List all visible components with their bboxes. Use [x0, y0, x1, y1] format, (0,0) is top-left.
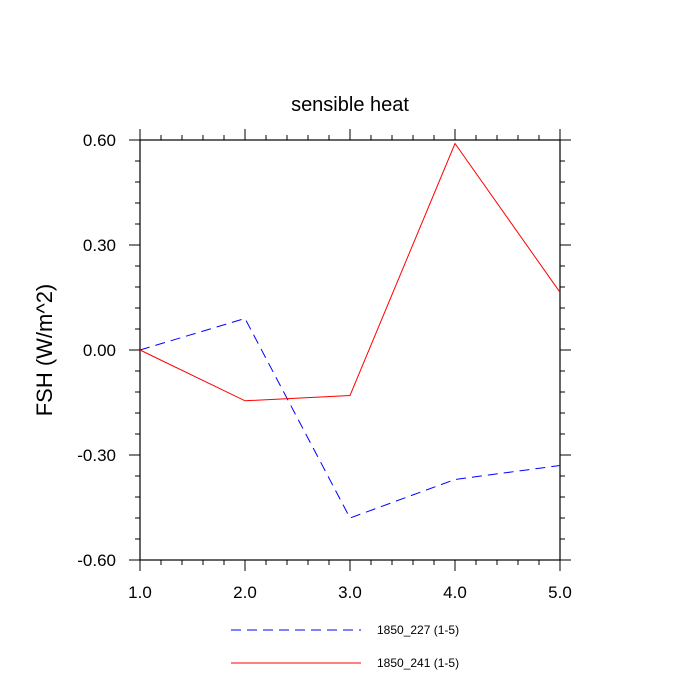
axis-ticks [129, 129, 571, 571]
x-tick-label: 5.0 [548, 583, 572, 602]
y-tick-label: -0.60 [77, 551, 116, 570]
y-tick-label: 0.60 [83, 131, 116, 150]
y-tick-label: -0.30 [77, 446, 116, 465]
x-tick-label: 3.0 [338, 583, 362, 602]
legend-label-1: 1850_227 (1-5) [377, 623, 459, 637]
series-line-2 [139, 142, 561, 402]
legend: 1850_227 (1-5) 1850_241 (1-5) [231, 623, 459, 670]
x-tick-label: 4.0 [443, 583, 467, 602]
y-axis-label: FSH (W/m^2) [32, 284, 57, 417]
series-lines [139, 142, 561, 519]
legend-label-2: 1850_241 (1-5) [377, 656, 459, 670]
y-tick-label: 0.00 [83, 341, 116, 360]
x-tick-label: 2.0 [233, 583, 257, 602]
series-line-1 [139, 317, 561, 519]
x-tick-label: 1.0 [128, 583, 152, 602]
axis-tick-labels: 1.0 2.0 3.0 4.0 5.0 0.60 0.30 0.00 -0.30 -0.60 [77, 131, 572, 602]
chart-title: sensible heat [291, 94, 409, 116]
y-tick-label: 0.30 [83, 236, 116, 255]
